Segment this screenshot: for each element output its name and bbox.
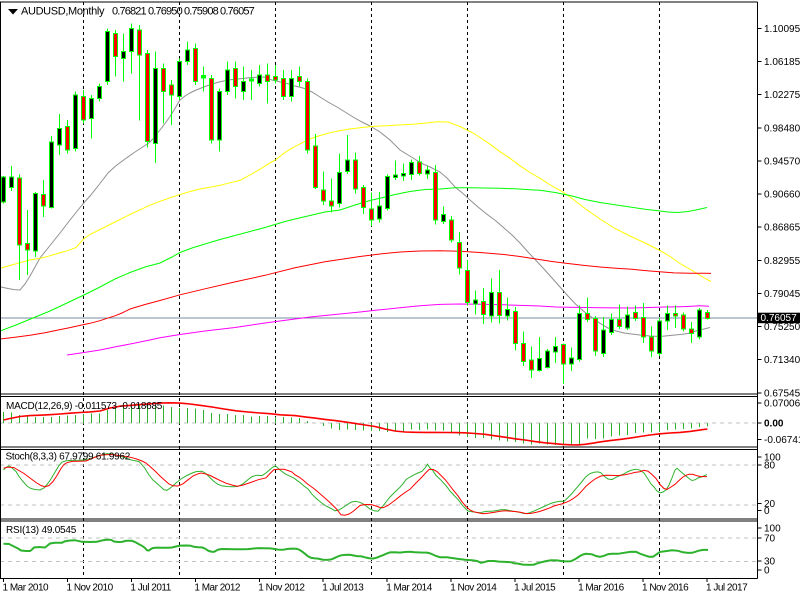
svg-text:0.75250: 0.75250 bbox=[764, 322, 800, 333]
svg-text:1 Mar 2010: 1 Mar 2010 bbox=[3, 583, 50, 594]
svg-text:1 Nov 2014: 1 Nov 2014 bbox=[450, 583, 497, 594]
svg-text:30: 30 bbox=[764, 557, 776, 568]
svg-text:1 Nov 2012: 1 Nov 2012 bbox=[258, 583, 305, 594]
svg-text:0.71340: 0.71340 bbox=[764, 355, 800, 366]
svg-text:100: 100 bbox=[764, 524, 781, 535]
svg-text:0: 0 bbox=[764, 566, 770, 577]
svg-text:1 Jul 2013: 1 Jul 2013 bbox=[322, 583, 364, 594]
svg-text:1 Nov 2010: 1 Nov 2010 bbox=[67, 583, 114, 594]
svg-text:0.79045: 0.79045 bbox=[764, 289, 800, 300]
svg-text:1 Mar 2014: 1 Mar 2014 bbox=[386, 583, 433, 594]
svg-text:1 Mar 2012: 1 Mar 2012 bbox=[194, 583, 241, 594]
svg-text:1 Jul 2017: 1 Jul 2017 bbox=[706, 583, 748, 594]
svg-text:0.90660: 0.90660 bbox=[764, 190, 800, 201]
svg-text:0.94570: 0.94570 bbox=[764, 157, 800, 168]
svg-text:1 Mar 2016: 1 Mar 2016 bbox=[578, 583, 625, 594]
svg-text:MACD(12,26,9) -0.011573 -0.018: MACD(12,26,9) -0.011573 -0.018685 bbox=[6, 401, 163, 412]
svg-text:80: 80 bbox=[764, 460, 776, 471]
svg-text:RSI(13) 49.0545: RSI(13) 49.0545 bbox=[6, 525, 77, 536]
svg-text:1 Nov 2016: 1 Nov 2016 bbox=[642, 583, 689, 594]
svg-text:70: 70 bbox=[764, 534, 776, 545]
svg-text:0.67545: 0.67545 bbox=[764, 388, 800, 399]
svg-text:1 Jul 2011: 1 Jul 2011 bbox=[130, 583, 171, 594]
svg-text:0.76057: 0.76057 bbox=[761, 313, 798, 324]
svg-text:-0.067416: -0.067416 bbox=[764, 435, 800, 446]
svg-text:20: 20 bbox=[764, 499, 776, 510]
svg-text:1.10095: 1.10095 bbox=[764, 24, 800, 35]
svg-text:0.82955: 0.82955 bbox=[764, 256, 800, 267]
svg-text:1.06185: 1.06185 bbox=[764, 57, 800, 68]
svg-text:0.98480: 0.98480 bbox=[764, 123, 800, 134]
svg-text:AUDUSD,Monthly: AUDUSD,Monthly bbox=[21, 6, 105, 18]
svg-text:1.02275: 1.02275 bbox=[764, 90, 800, 101]
svg-text:0.070069: 0.070069 bbox=[764, 399, 800, 410]
svg-text:0.86865: 0.86865 bbox=[764, 223, 800, 234]
svg-text:0.00: 0.00 bbox=[764, 419, 784, 430]
svg-text:100: 100 bbox=[764, 453, 781, 464]
svg-text:0.76821 0.76950 0.75908 0.7605: 0.76821 0.76950 0.75908 0.76057 bbox=[112, 6, 255, 18]
svg-text:1 Jul 2015: 1 Jul 2015 bbox=[514, 583, 556, 594]
svg-text:Stoch(8,3,3) 67.9799 61.9962: Stoch(8,3,3) 67.9799 61.9962 bbox=[6, 452, 131, 463]
svg-text:0: 0 bbox=[764, 506, 770, 517]
